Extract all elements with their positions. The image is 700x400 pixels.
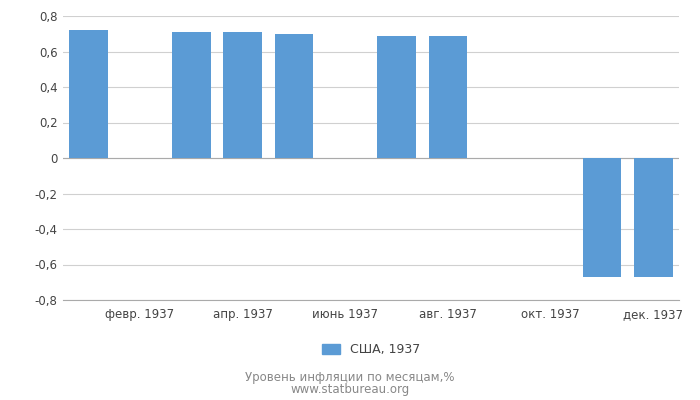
Bar bbox=[274, 34, 314, 158]
Text: Уровень инфляции по месяцам,%: Уровень инфляции по месяцам,% bbox=[245, 372, 455, 384]
Bar bbox=[69, 30, 108, 158]
Legend: США, 1937: США, 1937 bbox=[322, 343, 420, 356]
Text: www.statbureau.org: www.statbureau.org bbox=[290, 384, 410, 396]
Bar bbox=[582, 158, 622, 277]
Bar bbox=[634, 158, 673, 277]
Bar bbox=[428, 36, 467, 158]
Bar bbox=[172, 32, 211, 158]
Bar bbox=[223, 32, 262, 158]
Bar bbox=[377, 36, 416, 158]
